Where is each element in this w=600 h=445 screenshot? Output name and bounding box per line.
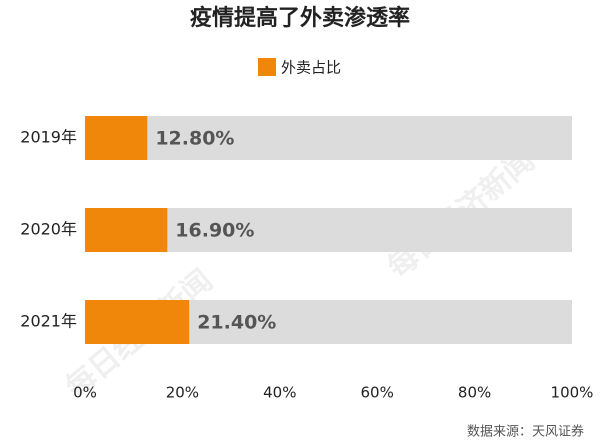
x-tick-label: 40% bbox=[263, 384, 296, 402]
bar bbox=[85, 300, 190, 344]
value-label: 21.40% bbox=[197, 312, 276, 334]
x-tick-label: 20% bbox=[166, 384, 199, 402]
x-tick-label: 0% bbox=[73, 384, 97, 402]
y-tick-label: 2021年 bbox=[20, 312, 77, 331]
bar-track bbox=[85, 116, 572, 160]
chart-title: 疫情提高了外卖渗透率 bbox=[190, 5, 410, 31]
bar bbox=[85, 208, 168, 252]
x-tick-label: 100% bbox=[551, 384, 594, 402]
bar bbox=[85, 116, 148, 160]
value-label: 16.90% bbox=[175, 220, 254, 242]
legend-swatch bbox=[258, 58, 276, 76]
legend-label: 外卖占比 bbox=[281, 59, 341, 77]
value-label: 12.80% bbox=[155, 128, 234, 150]
x-tick-label: 60% bbox=[361, 384, 394, 402]
y-tick-label: 2020年 bbox=[20, 220, 77, 239]
x-tick-label: 80% bbox=[458, 384, 491, 402]
source-note: 数据来源：天风证券 bbox=[467, 424, 584, 440]
y-tick-label: 2019年 bbox=[20, 128, 77, 147]
